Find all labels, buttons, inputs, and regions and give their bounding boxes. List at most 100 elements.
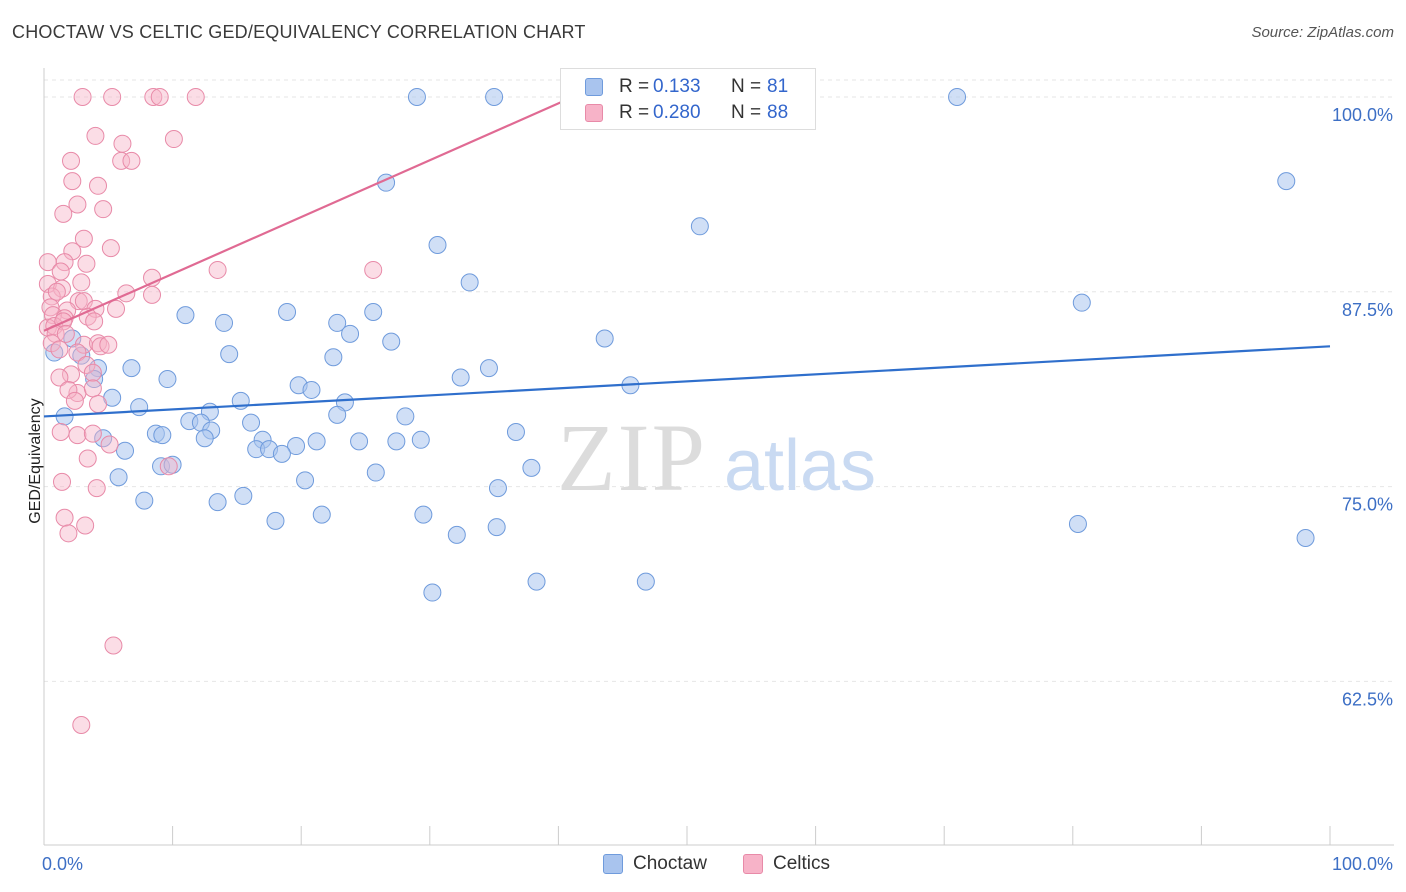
tick-labels: 62.5% 75.0% 87.5% 100.0% 0.0% 100.0%	[42, 105, 1393, 874]
celtics-point	[38, 253, 57, 272]
stats-legend: R = 0.133 N = 81 R = 0.280 N = 88	[560, 68, 816, 130]
watermark-atlas: atlas	[724, 426, 876, 506]
celtics-point	[101, 239, 120, 258]
choctaw-point	[387, 432, 406, 451]
celtics-point	[186, 87, 205, 106]
celtics-point	[62, 365, 81, 384]
celtics-point	[103, 87, 122, 106]
celtics-point	[68, 343, 87, 362]
celtics-point	[59, 380, 78, 399]
celtics-point	[94, 200, 113, 219]
celtics-point	[47, 282, 66, 301]
choctaw-point	[116, 441, 135, 460]
x-tick-label-max: 100.0%	[1332, 854, 1393, 874]
choctaw-point	[428, 236, 447, 255]
celtics-legend-label: Celtics	[773, 853, 831, 874]
choctaw-point	[636, 572, 655, 591]
choctaw-point	[1277, 172, 1296, 191]
celtics-point	[159, 457, 178, 476]
choctaw-swatch	[585, 78, 603, 96]
choctaw-point	[324, 348, 343, 367]
r-value: 0.133	[653, 76, 701, 97]
celtics-point	[54, 204, 73, 223]
celtics-point	[74, 229, 93, 248]
choctaw-point	[272, 444, 291, 463]
celtics-point	[85, 312, 104, 331]
celtics-trend-line	[43, 88, 591, 332]
choctaw-point	[220, 345, 239, 364]
choctaw-point	[278, 303, 297, 322]
choctaw-point	[423, 583, 442, 602]
y-tick-label: 62.5%	[1342, 689, 1393, 709]
choctaw-legend-label: Choctaw	[633, 853, 707, 874]
celtics-point	[62, 151, 81, 170]
y-axis-label: GED/Equivalency	[27, 398, 44, 524]
choctaw-point	[411, 430, 430, 449]
choctaw-point	[506, 423, 525, 442]
celtics-point	[144, 87, 163, 106]
celtics-point	[89, 176, 108, 195]
celtics-point	[51, 262, 70, 281]
choctaw-point	[382, 332, 401, 351]
choctaw-point	[176, 306, 195, 325]
celtics-point	[59, 524, 78, 543]
y-tick-label: 100.0%	[1332, 105, 1393, 125]
choctaw-point	[208, 493, 227, 512]
choctaw-point	[215, 313, 234, 332]
choctaw-point	[266, 511, 285, 530]
x-tick-label-min: 0.0%	[42, 854, 83, 874]
choctaw-point	[366, 463, 385, 482]
celtics-point	[113, 134, 132, 153]
r-value: 0.280	[653, 102, 701, 123]
celtics-point	[364, 260, 383, 279]
choctaw-points	[45, 87, 1315, 602]
choctaw-point	[1296, 528, 1315, 547]
celtics-point	[63, 172, 82, 191]
choctaw-point	[341, 324, 360, 343]
n-label: N =	[731, 76, 762, 97]
celtics-point	[83, 424, 102, 443]
choctaw-point	[350, 432, 369, 451]
celtics-point	[87, 479, 106, 498]
choctaw-legend-swatch	[603, 854, 623, 874]
n-label: N =	[731, 102, 762, 123]
choctaw-point	[460, 273, 479, 292]
choctaw-point	[364, 303, 383, 322]
celtics-point	[56, 324, 75, 343]
choctaw-point	[302, 380, 321, 399]
choctaw-trend-line	[43, 345, 1331, 418]
choctaw-point	[451, 368, 470, 387]
n-value: 88	[767, 102, 789, 123]
choctaw-point	[328, 313, 347, 332]
choctaw-point	[522, 458, 541, 477]
choctaw-point	[1072, 293, 1091, 312]
n-value: 81	[767, 76, 789, 97]
celtics-point	[55, 508, 74, 527]
axes	[43, 68, 1394, 846]
celtics-point	[76, 516, 95, 535]
celtics-point	[83, 379, 102, 398]
y-tick-label: 75.0%	[1342, 495, 1393, 515]
choctaw-point	[242, 413, 261, 432]
celtics-point	[150, 87, 169, 106]
celtics-point	[143, 285, 162, 304]
r-label: R =	[619, 76, 650, 97]
y-tick-label: 87.5%	[1342, 300, 1393, 320]
celtics-point	[89, 394, 108, 413]
celtics-point	[112, 151, 131, 170]
choctaw-point	[479, 359, 498, 378]
watermark: ZIP atlas	[557, 404, 876, 511]
choctaw-point	[487, 518, 506, 537]
celtics-point	[53, 472, 72, 491]
choctaw-point	[109, 468, 128, 487]
choctaw-point	[158, 370, 177, 389]
choctaw-point	[130, 398, 149, 417]
celtics-point	[77, 254, 96, 273]
celtics-point	[83, 363, 102, 382]
choctaw-point	[122, 359, 141, 378]
choctaw-point	[287, 437, 306, 456]
choctaw-point	[328, 405, 347, 424]
celtics-point	[65, 391, 84, 410]
celtics-swatch	[585, 104, 603, 122]
